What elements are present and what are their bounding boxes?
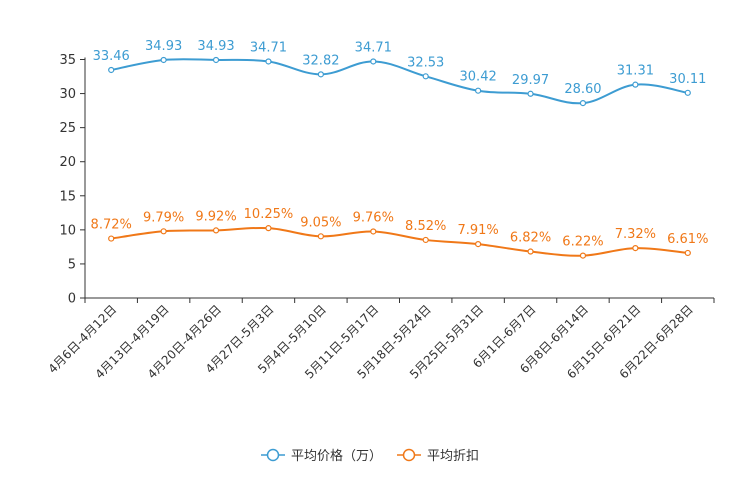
data-point[interactable] <box>108 235 115 242</box>
data-point[interactable] <box>317 233 324 240</box>
data-point[interactable] <box>212 56 220 64</box>
series-average-discount: 8.72% 9.79% 9.92% 10.25% 9.05% 9.76% 8.52% 7.91… <box>91 207 708 259</box>
y-tick-label: 15 <box>59 189 76 204</box>
data-point[interactable] <box>265 225 272 232</box>
y-tick-label: 30 <box>59 87 76 102</box>
data-point[interactable] <box>317 71 324 78</box>
data-label: 30.11 <box>669 72 706 87</box>
data-label: 28.60 <box>564 82 601 97</box>
data-label: 10.25% <box>244 207 294 222</box>
y-tick-label: 5 <box>68 257 76 272</box>
series-line <box>111 58 688 105</box>
data-point[interactable] <box>160 56 167 64</box>
data-label: 6.82% <box>510 231 551 246</box>
legend-item-average-price[interactable]: 平均价格（万） <box>261 448 382 464</box>
data-label: 7.32% <box>615 227 656 242</box>
data-label: 8.72% <box>91 218 132 233</box>
data-point[interactable] <box>108 66 115 74</box>
data-label: 34.93 <box>145 39 182 54</box>
data-point[interactable] <box>632 81 639 88</box>
data-point[interactable] <box>475 87 482 94</box>
series-average-price: 33.46 34.93 34.93 34.71 32.82 34.71 32.53 30.42… <box>93 39 706 107</box>
legend-marker-icon <box>266 448 280 462</box>
data-point[interactable] <box>684 249 691 257</box>
y-tick-label: 20 <box>59 155 76 170</box>
y-tick-label: 25 <box>59 121 76 136</box>
data-point[interactable] <box>475 240 482 248</box>
y-axis: 0 5 10 15 20 25 30 35 <box>59 53 86 307</box>
data-point[interactable] <box>370 228 377 235</box>
data-label: 9.79% <box>143 210 184 225</box>
y-tick-label: 10 <box>59 223 76 238</box>
data-label: 9.76% <box>353 210 394 225</box>
data-label: 29.97 <box>512 73 549 88</box>
data-point[interactable] <box>212 227 220 234</box>
legend-label: 平均折扣 <box>427 449 479 464</box>
data-label: 31.31 <box>617 64 654 79</box>
data-label: 9.05% <box>300 215 341 230</box>
data-point[interactable] <box>579 100 587 107</box>
data-point[interactable] <box>422 73 429 80</box>
series-layer: 33.46 34.93 34.93 34.71 32.82 34.71 32.53 30.42… <box>91 39 708 259</box>
legend-marker-icon <box>402 448 416 462</box>
data-point[interactable] <box>527 90 534 97</box>
data-label: 8.52% <box>405 219 446 234</box>
series-line <box>111 226 688 257</box>
data-point[interactable] <box>265 58 272 65</box>
data-point[interactable] <box>684 89 691 96</box>
data-point[interactable] <box>527 248 534 255</box>
y-tick-label: 0 <box>68 292 76 307</box>
data-label: 30.42 <box>460 70 497 85</box>
data-label: 6.61% <box>667 232 708 247</box>
data-point[interactable] <box>632 245 639 252</box>
data-label: 7.91% <box>457 223 498 238</box>
data-label: 34.93 <box>197 39 234 54</box>
x-axis: 4月6日-4月12日4月13日-4月19日4月20日-4月26日4月27日-5月… <box>45 297 715 382</box>
data-point[interactable] <box>160 228 167 235</box>
y-tick-label: 35 <box>59 53 76 68</box>
legend[interactable]: 平均价格（万） 平均折扣 <box>261 448 479 464</box>
data-point[interactable] <box>370 58 377 65</box>
legend-label: 平均价格（万） <box>291 448 382 464</box>
data-point[interactable] <box>422 236 429 244</box>
data-label: 6.22% <box>562 235 603 250</box>
data-label: 32.53 <box>407 55 444 70</box>
data-label: 32.82 <box>302 53 339 68</box>
legend-item-average-discount[interactable]: 平均折扣 <box>397 448 479 464</box>
data-label: 33.46 <box>93 49 130 64</box>
data-label: 9.92% <box>195 209 236 224</box>
data-point[interactable] <box>579 252 587 259</box>
data-label: 34.71 <box>250 40 287 55</box>
data-label: 34.71 <box>355 40 392 55</box>
